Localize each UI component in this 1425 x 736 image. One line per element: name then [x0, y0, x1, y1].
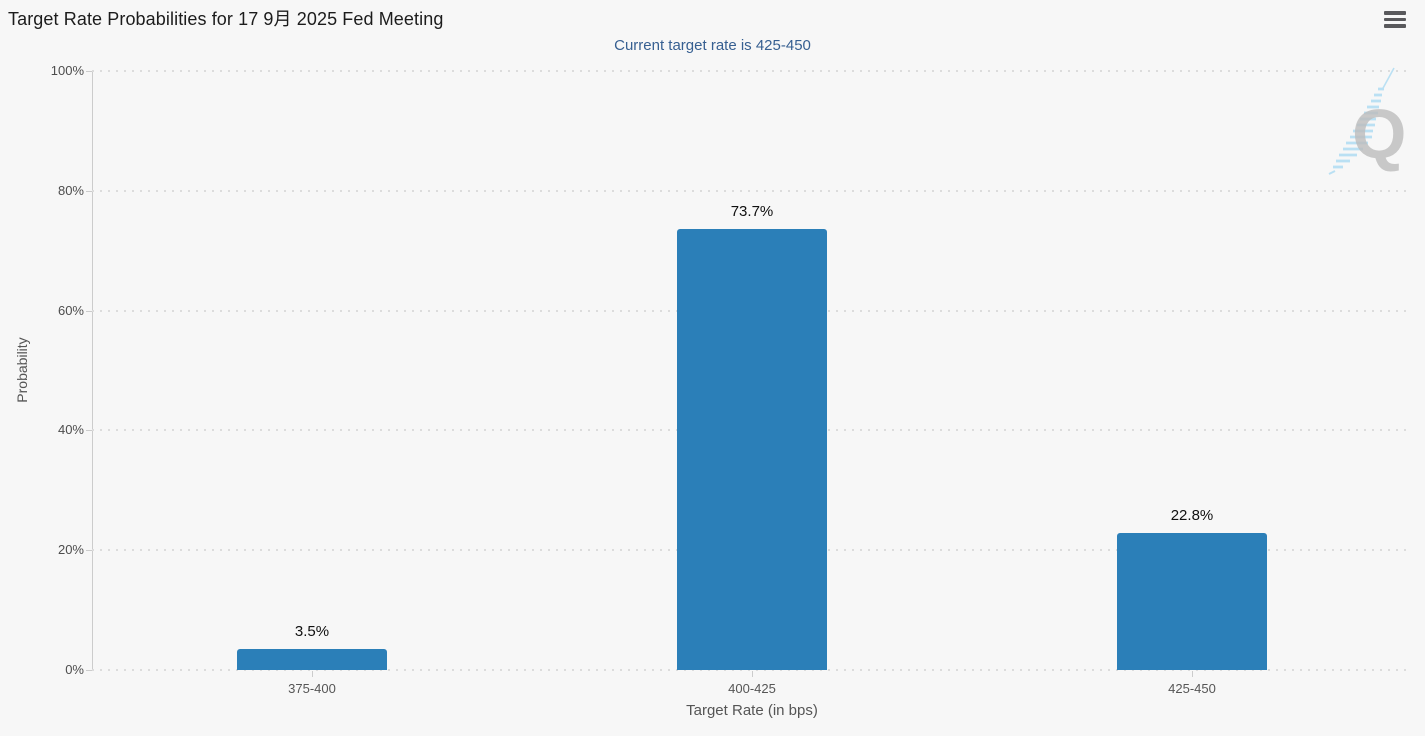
- y-axis-title: Probability: [14, 337, 30, 403]
- x-category-label: 400-425: [728, 681, 776, 696]
- x-category-label: 425-450: [1168, 681, 1216, 696]
- quikstrike-logo-watermark: Q: [1328, 67, 1406, 175]
- x-category-label: 375-400: [288, 681, 336, 696]
- y-tick-label: 40%: [57, 422, 84, 438]
- hamburger-bar: [1384, 24, 1406, 28]
- y-tick-label: 100%: [50, 63, 84, 78]
- y-tick-label: 60%: [57, 302, 84, 318]
- bar-value-label: 3.5%: [294, 623, 330, 641]
- gridline: [92, 70, 1412, 72]
- bar-value-label: 73.7%: [730, 202, 774, 220]
- x-axis-tick: [312, 671, 313, 677]
- y-axis-tick: [86, 71, 92, 72]
- gridline: [92, 189, 1412, 192]
- y-axis-line: [92, 71, 93, 670]
- chart-subtitle: Current target rate is 425-450: [614, 37, 811, 54]
- watermark-q-letter: Q: [1352, 95, 1406, 173]
- y-axis-tick: [86, 430, 92, 432]
- probability-bar[interactable]: [1117, 533, 1267, 670]
- x-axis-title: Target Rate (in bps): [686, 702, 818, 719]
- y-tick-label: 20%: [57, 542, 84, 558]
- y-axis-tick: [86, 670, 92, 671]
- y-tick-label: 0%: [65, 662, 84, 677]
- y-axis-tick: [86, 310, 92, 312]
- hamburger-bar: [1384, 17, 1406, 21]
- y-axis-tick: [86, 550, 92, 552]
- hamburger-bar: [1384, 11, 1406, 15]
- chart-title: Target Rate Probabilities for 17 9月 2025…: [8, 9, 444, 29]
- probability-bar[interactable]: [237, 649, 387, 670]
- x-axis-tick: [1192, 671, 1193, 677]
- bar-value-label: 22.8%: [1170, 507, 1214, 525]
- gridline: [92, 669, 1412, 671]
- y-tick-label: 80%: [57, 182, 84, 198]
- watermark-stripes-icon: [1328, 67, 1395, 175]
- y-axis-tick: [86, 190, 92, 192]
- probability-bar[interactable]: [677, 228, 827, 670]
- hamburger-menu-icon[interactable]: [1384, 11, 1406, 30]
- x-axis-tick: [752, 671, 753, 677]
